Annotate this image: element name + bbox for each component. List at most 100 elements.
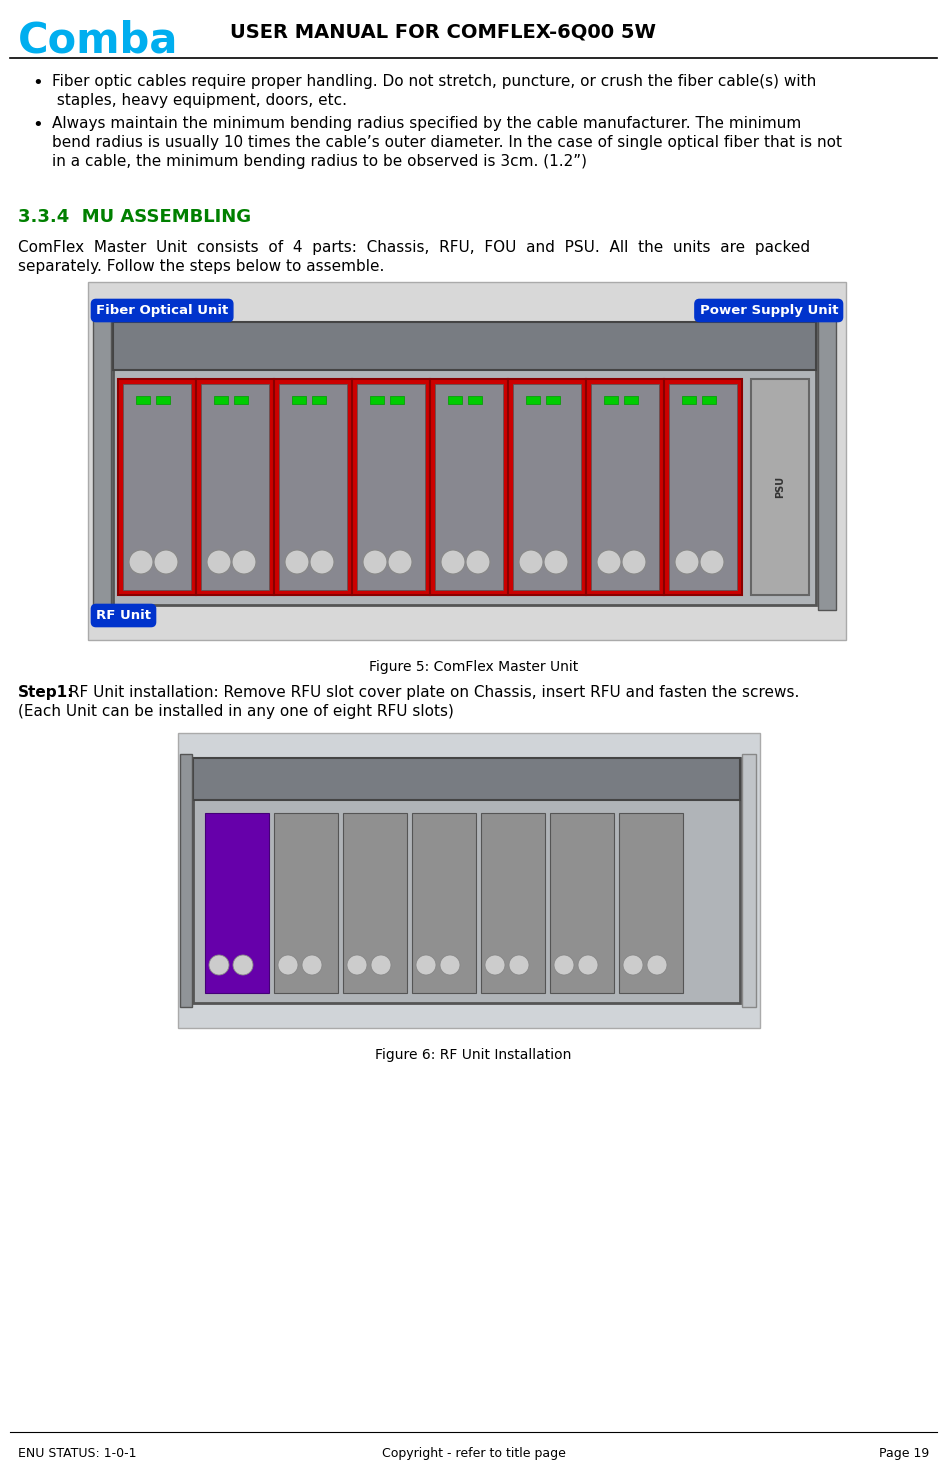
Bar — [751, 379, 809, 595]
Circle shape — [597, 549, 621, 574]
Bar — [193, 758, 740, 1003]
Text: ComFlex  Master  Unit  consists  of  4  parts:  Chassis,  RFU,  FOU  and  PSU.  : ComFlex Master Unit consists of 4 parts:… — [18, 239, 810, 256]
Bar — [370, 397, 384, 404]
Bar — [214, 397, 228, 404]
Bar — [604, 397, 618, 404]
Circle shape — [485, 955, 505, 975]
Bar — [390, 397, 404, 404]
Circle shape — [347, 955, 367, 975]
Circle shape — [509, 955, 529, 975]
Text: in a cable, the minimum bending radius to be observed is 3cm. (1.2”): in a cable, the minimum bending radius t… — [52, 154, 587, 169]
Bar — [274, 379, 352, 595]
Bar — [742, 754, 756, 1008]
Bar — [430, 379, 508, 595]
Bar — [234, 397, 248, 404]
Bar — [180, 754, 192, 1008]
Bar — [205, 812, 269, 993]
Text: RF Unit installation: Remove RFU slot cover plate on Chassis, insert RFU and fas: RF Unit installation: Remove RFU slot co… — [64, 685, 799, 701]
Circle shape — [675, 549, 699, 574]
Text: (Each Unit can be installed in any one of eight RFU slots): (Each Unit can be installed in any one o… — [18, 704, 454, 718]
Bar — [193, 758, 740, 801]
Circle shape — [622, 549, 646, 574]
Text: •: • — [32, 73, 43, 93]
Bar — [88, 282, 846, 640]
Circle shape — [302, 955, 322, 975]
Circle shape — [129, 549, 153, 574]
Circle shape — [233, 955, 253, 975]
Bar — [682, 397, 696, 404]
Circle shape — [554, 955, 574, 975]
Bar — [435, 383, 503, 591]
Circle shape — [441, 549, 465, 574]
Bar — [343, 812, 407, 993]
Bar — [468, 397, 482, 404]
Circle shape — [623, 955, 643, 975]
Bar — [196, 379, 274, 595]
Text: 3.3.4  MU ASSEMBLING: 3.3.4 MU ASSEMBLING — [18, 209, 251, 226]
Bar — [448, 397, 462, 404]
Circle shape — [578, 955, 598, 975]
Text: PSU: PSU — [775, 476, 785, 498]
Bar — [412, 812, 476, 993]
Circle shape — [544, 549, 568, 574]
Bar — [546, 397, 560, 404]
Bar — [669, 383, 737, 591]
Circle shape — [310, 549, 334, 574]
Text: Step1:: Step1: — [18, 685, 75, 701]
Bar — [818, 317, 836, 610]
Circle shape — [154, 549, 178, 574]
Circle shape — [416, 955, 436, 975]
Circle shape — [232, 549, 256, 574]
Text: ENU STATUS: 1-0-1: ENU STATUS: 1-0-1 — [18, 1447, 136, 1460]
Bar — [357, 383, 425, 591]
Bar — [136, 397, 150, 404]
Text: Comba: Comba — [18, 19, 178, 62]
Circle shape — [700, 549, 724, 574]
Circle shape — [371, 955, 391, 975]
Text: Page 19: Page 19 — [879, 1447, 929, 1460]
Bar — [664, 379, 742, 595]
Circle shape — [278, 955, 298, 975]
Bar — [156, 397, 170, 404]
Bar — [513, 383, 581, 591]
Bar — [93, 317, 111, 610]
Circle shape — [363, 549, 387, 574]
Circle shape — [209, 955, 229, 975]
Text: USER MANUAL FOR COMFLEX-6Q00 5W: USER MANUAL FOR COMFLEX-6Q00 5W — [230, 22, 656, 41]
Bar — [118, 379, 196, 595]
Bar — [274, 812, 338, 993]
Bar — [352, 379, 430, 595]
Bar — [279, 383, 347, 591]
Text: bend radius is usually 10 times the cable’s outer diameter. In the case of singl: bend radius is usually 10 times the cabl… — [52, 135, 842, 150]
Text: RF Unit: RF Unit — [96, 610, 151, 621]
Text: separately. Follow the steps below to assemble.: separately. Follow the steps below to as… — [18, 259, 384, 275]
Text: Fiber Optical Unit: Fiber Optical Unit — [96, 304, 228, 317]
Circle shape — [440, 955, 460, 975]
Text: Fiber optic cables require proper handling. Do not stretch, puncture, or crush t: Fiber optic cables require proper handli… — [52, 73, 816, 90]
Bar — [481, 812, 545, 993]
Bar — [113, 322, 816, 605]
Circle shape — [207, 549, 231, 574]
Bar — [550, 812, 614, 993]
Text: Figure 6: RF Unit Installation: Figure 6: RF Unit Installation — [375, 1047, 572, 1062]
Bar — [201, 383, 269, 591]
Bar — [591, 383, 659, 591]
Circle shape — [647, 955, 667, 975]
Circle shape — [285, 549, 309, 574]
Bar — [292, 397, 306, 404]
Bar — [113, 322, 816, 370]
Bar — [178, 733, 760, 1028]
Bar — [312, 397, 326, 404]
Circle shape — [388, 549, 412, 574]
Text: Copyright - refer to title page: Copyright - refer to title page — [382, 1447, 565, 1460]
Text: Power Supply Unit: Power Supply Unit — [700, 304, 838, 317]
Bar — [586, 379, 664, 595]
Circle shape — [519, 549, 543, 574]
Bar — [508, 379, 586, 595]
Bar — [702, 397, 716, 404]
Bar — [619, 812, 683, 993]
Circle shape — [466, 549, 490, 574]
Bar — [123, 383, 191, 591]
Text: Always maintain the minimum bending radius specified by the cable manufacturer. : Always maintain the minimum bending radi… — [52, 116, 801, 131]
Bar — [624, 397, 638, 404]
